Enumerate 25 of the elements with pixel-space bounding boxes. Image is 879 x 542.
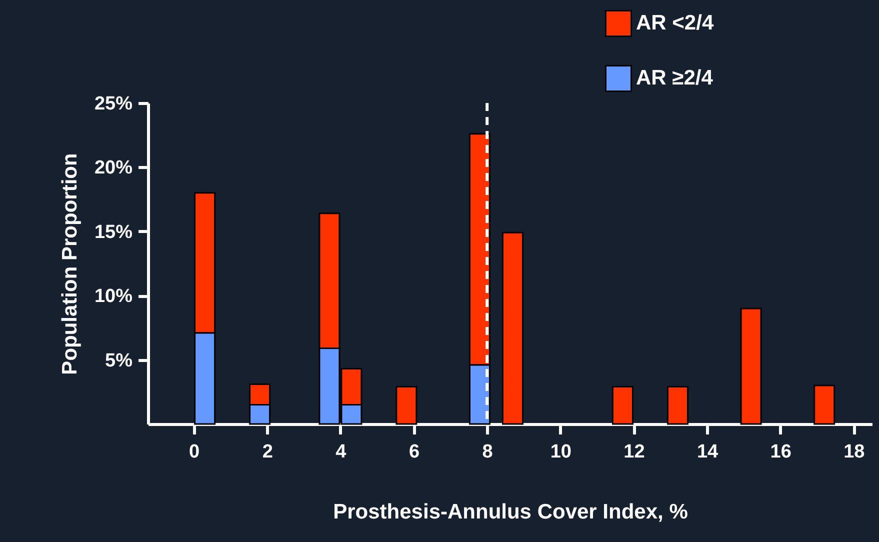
x-tick-label: 10 <box>550 442 572 462</box>
bar <box>612 386 634 425</box>
x-tick-label: 18 <box>844 442 865 462</box>
x-tick-label: 16 <box>770 442 792 462</box>
x-tick-label: 0 <box>189 442 200 462</box>
bar <box>502 232 524 425</box>
x-axis-title: Prosthesis-Annulus Cover Index, % <box>333 500 688 524</box>
x-tick-label: 8 <box>482 442 493 462</box>
x-tick-label: 6 <box>408 442 420 462</box>
legend-label: AR ≥2/4 <box>636 66 714 90</box>
bar <box>666 386 688 425</box>
legend-label: AR <2/4 <box>636 12 714 34</box>
y-axis-title: Population Proportion <box>58 153 82 375</box>
x-tick-label: 2 <box>262 442 273 462</box>
bar <box>814 384 836 425</box>
y-tick-label: 20% <box>94 158 133 179</box>
bar <box>396 386 418 425</box>
x-tick-label: 14 <box>696 442 719 462</box>
y-tick-label: 5% <box>105 350 133 372</box>
y-tick-label: 10% <box>94 286 133 308</box>
y-tick-label: 15% <box>94 222 133 243</box>
x-tick-label: 12 <box>624 442 645 462</box>
x-tick-label: 4 <box>336 442 347 462</box>
y-tick-label: 25% <box>94 94 133 114</box>
bar <box>740 308 762 425</box>
